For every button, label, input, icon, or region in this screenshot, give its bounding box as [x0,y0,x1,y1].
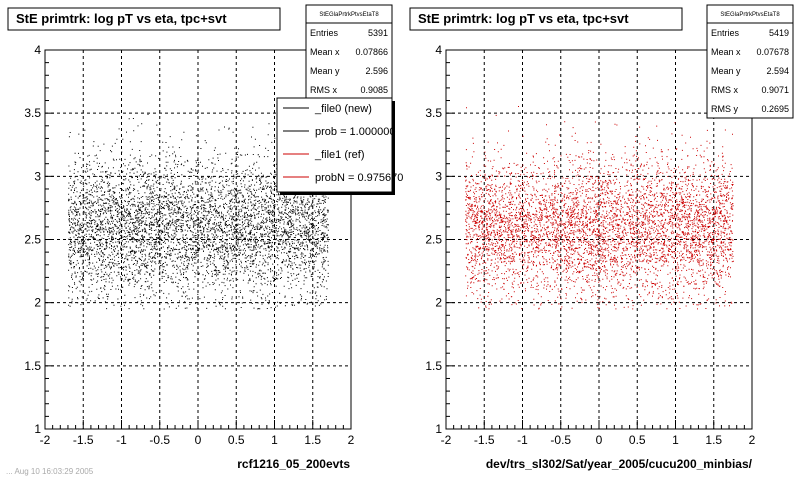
y-tick-label: 2 [435,296,442,310]
y-tick-label: 3.5 [425,106,442,120]
chart-panel-1: StE primtrk: log pT vs eta, tpc+svt -2 -1.… [7,4,403,471]
stats-box-frame [305,4,393,100]
chart-title: StE primtrk: log pT vs eta, tpc+svt [16,11,227,26]
x-tick-label: -2 [40,433,51,447]
footer-timestamp: ... Aug 10 16:03:29 2005 [6,467,94,476]
x-tick-label: 0 [195,433,202,447]
x-tick-label: -1.5 [474,433,495,447]
x-tick-label: 1 [672,433,679,447]
stats-label: Mean x [310,47,340,57]
stats-value: 0.07866 [355,47,388,57]
stats-box-header: StEGlaPrtrkPtvsEtaT8 [319,12,379,18]
y-tick-label: 3.5 [24,106,41,120]
stats-box-frame [706,4,794,119]
stats-label: Mean y [711,66,741,76]
scatter-points [465,106,734,310]
x-tick-label: -0.5 [550,433,571,447]
stats-label: Entries [310,28,339,38]
title-box [409,7,683,31]
y-tick-label: 4 [34,43,41,57]
y-tick-label: 1 [34,422,41,436]
title-box [7,7,281,31]
x-tick-label: 1 [271,433,278,447]
x-tick-label: -2 [441,433,452,447]
legend-frame [276,97,393,193]
x-tick-label: 2 [348,433,355,447]
legend-entry: prob = 1.000000 [315,126,395,138]
y-tick-label: 1 [435,422,442,436]
legend-entry: _file0 (new) [314,103,372,115]
stats-value: 0.07678 [756,47,789,57]
stats-box: StEGlaPrtrkPtvsEtaT8 Entries 5419 Mean x 0.0… [706,4,794,119]
stats-label: Entries [711,28,740,38]
x-tick-label: 0 [596,433,603,447]
y-tick-label: 3 [34,169,41,183]
stats-value: 0.9071 [761,85,789,95]
legend-entry: _file1 (ref) [314,149,365,161]
x-tick-label: 1.5 [705,433,722,447]
x-tick-label: 0.5 [228,433,245,447]
y-tick-label: 1.5 [425,359,442,373]
y-tick-label: 2 [34,296,41,310]
x-axis-label: dev/trs_sl302/Sat/year_2005/cucu200_minb… [486,457,753,471]
legend: _file0 (new) prob = 1.000000 _file1 (ref) p… [276,97,403,195]
stats-value: 2.594 [766,66,789,76]
x-axis-label: rcf1216_05_200evts [237,457,350,471]
scatter-points [68,114,329,310]
x-tick-label: -1 [517,433,528,447]
stats-box: StEGlaPrtrkPtvsEtaT8 Entries 5391 Mean x 0.0… [305,4,393,100]
stats-label: Mean y [310,66,340,76]
legend-entry: probN = 0.975670 [315,172,403,184]
x-tick-label: 1.5 [304,433,321,447]
y-tick-label: 4 [435,43,442,57]
x-tick-label: 2 [749,433,756,447]
y-tick-label: 3 [435,169,442,183]
stats-value: 5391 [368,28,388,38]
x-tick-label: -1 [116,433,127,447]
x-tick-label: -0.5 [149,433,170,447]
stats-value: 5419 [769,28,789,38]
stats-value: 2.596 [365,66,388,76]
y-tick-label: 2.5 [24,233,41,247]
x-tick-label: 0.5 [629,433,646,447]
chart-title: StE primtrk: log pT vs eta, tpc+svt [418,11,629,26]
stats-label: RMS y [711,104,739,114]
stats-value: 0.9085 [360,85,388,95]
stats-value: 0.2695 [761,104,789,114]
y-tick-label: 2.5 [425,233,442,247]
stats-label: Mean x [711,47,741,57]
stats-label: RMS x [711,85,739,95]
stats-box-header: StEGlaPrtrkPtvsEtaT8 [720,12,780,18]
x-tick-label: -1.5 [73,433,94,447]
chart-panel-2: StE primtrk: log pT vs eta, tpc+svt -2 -1.… [409,4,794,471]
y-tick-label: 1.5 [24,359,41,373]
stats-label: RMS x [310,85,338,95]
